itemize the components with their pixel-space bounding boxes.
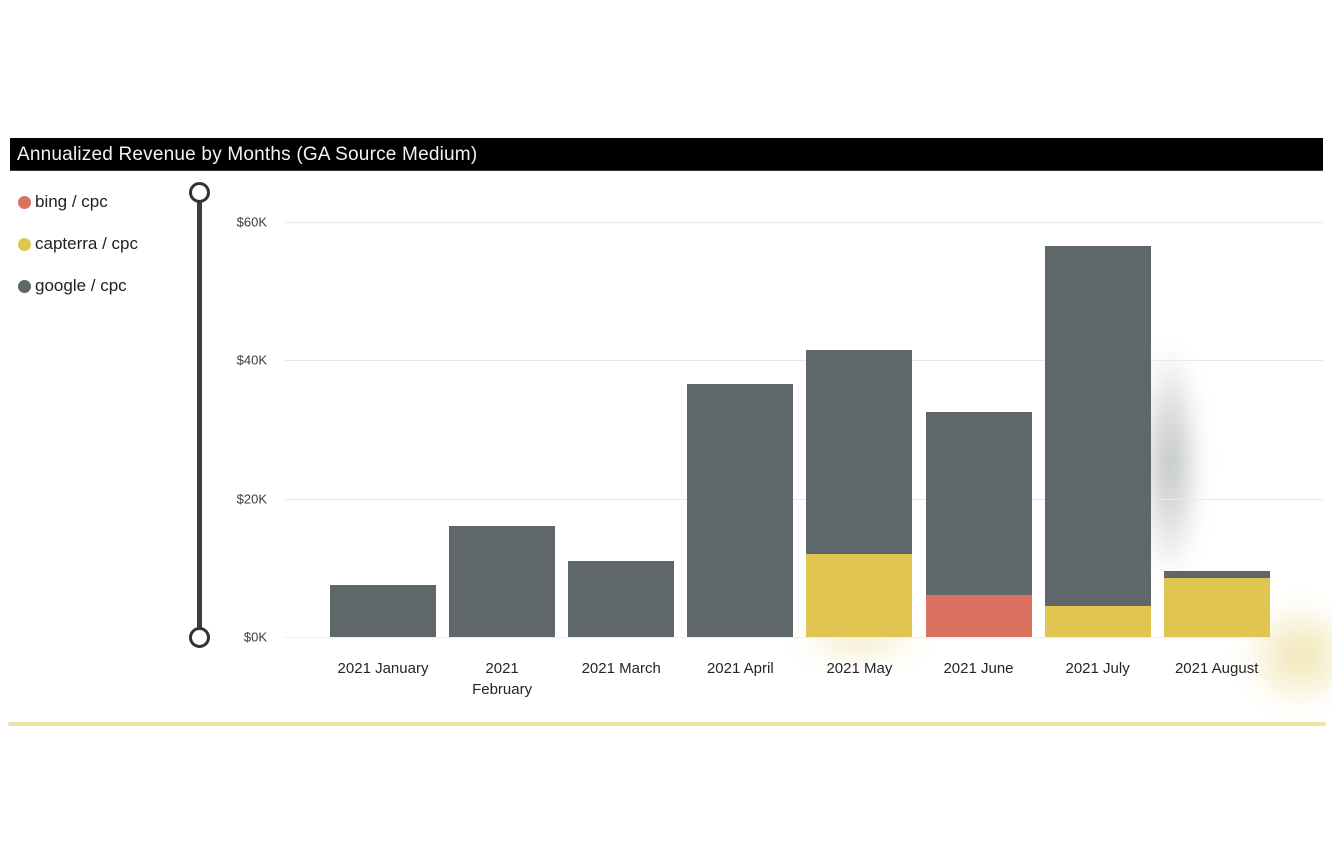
bar-2021-january: [330, 585, 436, 637]
bar-segment-google-2021-march[interactable]: [568, 560, 675, 637]
x-tick-label-2021-february: 2021 February: [472, 660, 533, 698]
y-tick-label: $40K: [236, 352, 267, 368]
gridline-40k: [285, 360, 1323, 362]
x-tick-label-2021-march: 2021 March: [581, 660, 661, 677]
bar-2021-june: [925, 412, 1032, 637]
bottom-divider-line: [8, 722, 1326, 726]
bar-segment-capterra-2021-may[interactable]: [806, 553, 913, 637]
bar-2021-april: [687, 384, 794, 637]
bar-segment-capterra-2021-august[interactable]: [1163, 578, 1270, 637]
bar-segment-google-2021-june[interactable]: [925, 412, 1032, 596]
bar-2021-august: [1163, 571, 1270, 637]
x-tick-label-2021-june: 2021 June: [943, 660, 1014, 677]
y-tick-label: $0K: [243, 629, 267, 645]
x-tick-label-2021-january: 2021 January: [337, 660, 429, 677]
gridline-60k: [285, 221, 1323, 223]
gridline-20k: [285, 498, 1323, 500]
gridline-0k: [285, 637, 1323, 638]
x-tick-label-2021-july: 2021 July: [1065, 660, 1130, 677]
legend: bing / cpc capterra / cpc google / cpc: [18, 192, 138, 295]
legend-label: bing / cpc: [35, 192, 108, 211]
y-tick-label: $60K: [236, 214, 267, 230]
range-slider-handle-top[interactable]: [189, 182, 210, 203]
bar-segment-google-2021-february[interactable]: [449, 526, 556, 637]
plot-area: [285, 192, 1323, 638]
y-tick-label: $20K: [236, 491, 267, 507]
bar-segment-google-2021-april[interactable]: [687, 384, 794, 637]
bar-segment-bing-2021-june[interactable]: [925, 595, 1032, 637]
y-axis-labels: $0K $20K $40K $60K: [215, 192, 267, 644]
legend-label: capterra / cpc: [35, 234, 138, 253]
range-slider-track[interactable]: [197, 196, 202, 634]
x-tick-label-2021-august: 2021 August: [1174, 660, 1259, 677]
bar-2021-may: [806, 349, 913, 637]
legend-dot-bing: [18, 195, 31, 209]
legend-dot-google: [18, 279, 31, 293]
bar-2021-february: [449, 526, 556, 637]
bar-2021-july: [1044, 246, 1151, 637]
legend-item-google[interactable]: google / cpc: [18, 276, 138, 295]
x-tick-label-2021-april: 2021 April: [706, 660, 774, 677]
chart-title: Annualized Revenue by Months (GA Source …: [17, 144, 478, 165]
bar-segment-google-2021-august[interactable]: [1163, 571, 1270, 579]
legend-item-capterra[interactable]: capterra / cpc: [18, 234, 138, 253]
bar-segment-google-2021-may[interactable]: [806, 349, 913, 554]
bar-segment-google-2021-july[interactable]: [1044, 246, 1151, 606]
legend-label: google / cpc: [35, 276, 127, 295]
bar-2021-march: [568, 560, 675, 637]
legend-dot-capterra: [18, 237, 31, 251]
legend-item-bing[interactable]: bing / cpc: [18, 192, 138, 211]
x-tick-label-2021-may: 2021 May: [826, 660, 893, 677]
range-slider-handle-bottom[interactable]: [189, 627, 210, 648]
chart-title-bar: Annualized Revenue by Months (GA Source …: [10, 138, 1323, 171]
bar-segment-capterra-2021-july[interactable]: [1044, 605, 1151, 637]
bar-segment-google-2021-january[interactable]: [330, 585, 436, 637]
